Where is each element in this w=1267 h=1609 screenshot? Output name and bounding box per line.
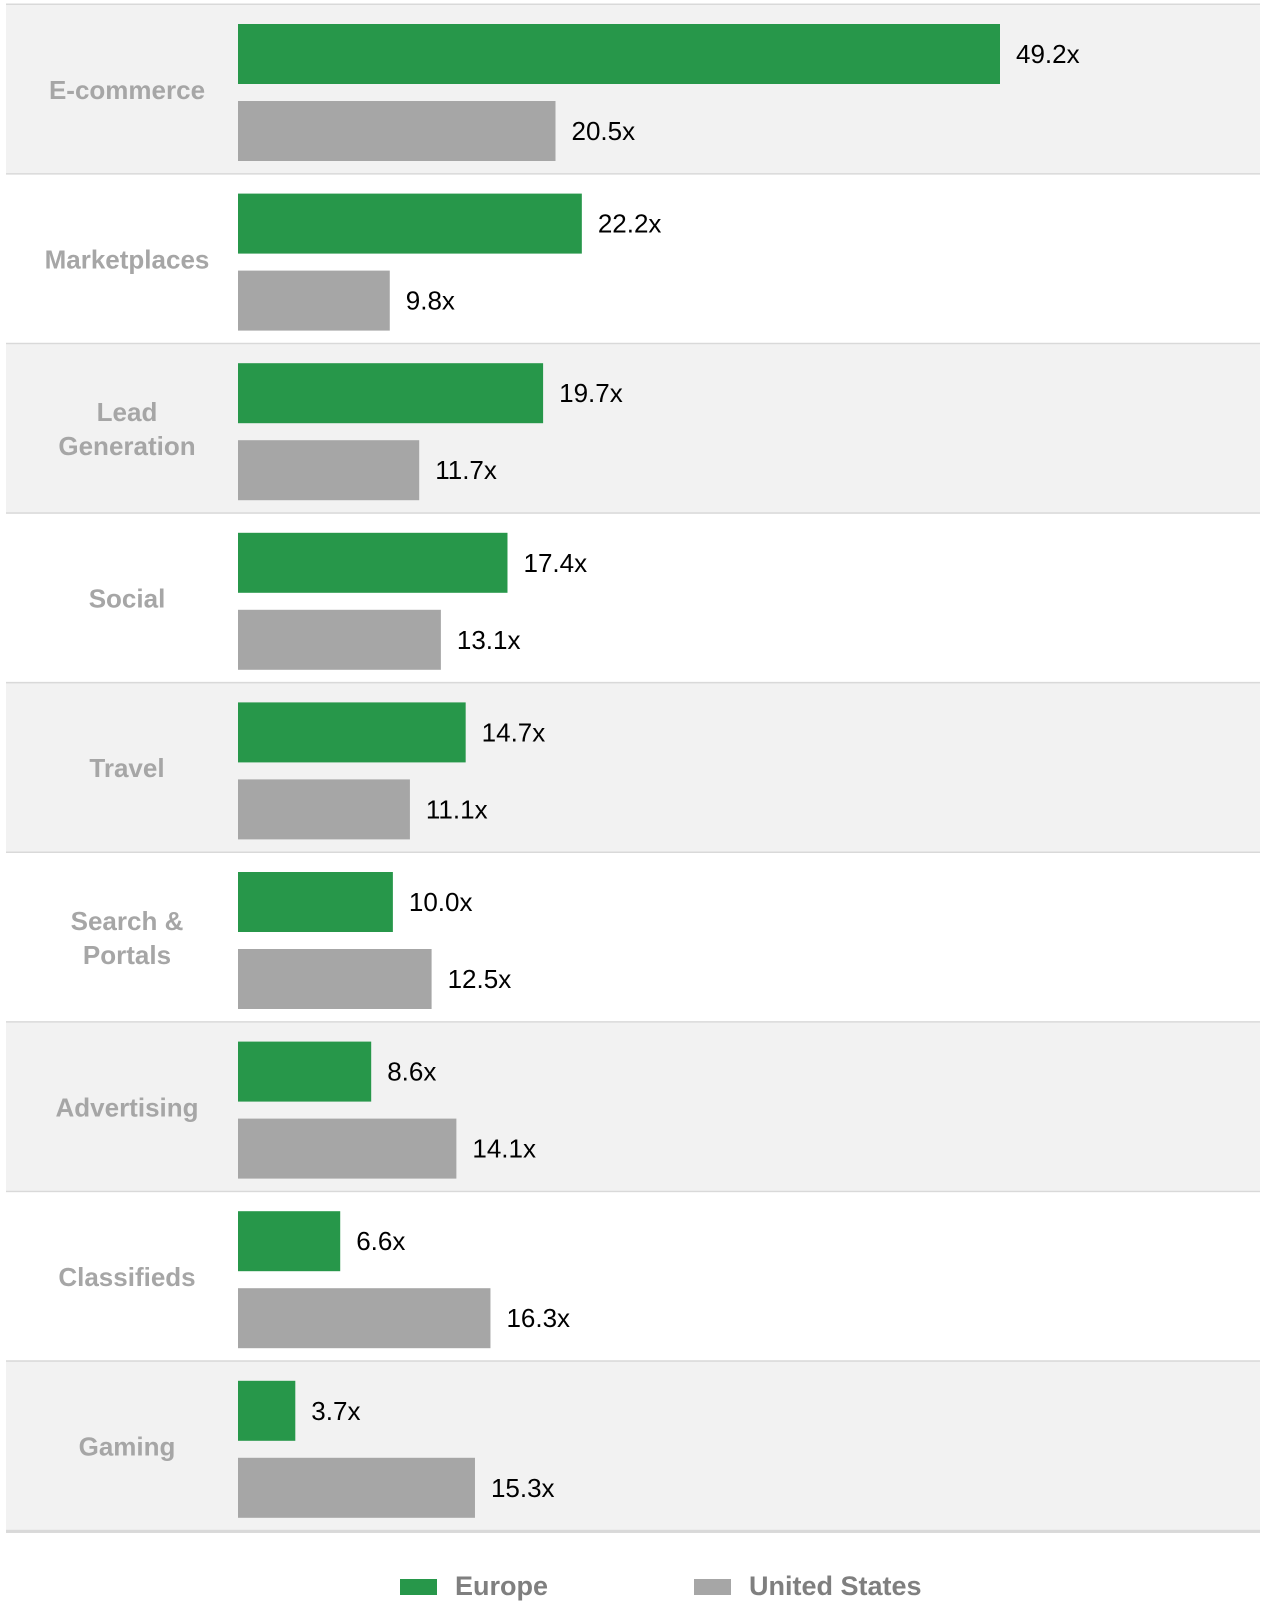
category-label-e-commerce: E-commerce — [49, 75, 205, 105]
value-label-united-states-lead-generation: 11.7x — [435, 455, 497, 485]
category-label-classifieds: Classifieds — [58, 1262, 195, 1292]
bar-united-states-marketplaces — [238, 270, 390, 331]
category-label-lead-generation: Lead Generation — [58, 397, 195, 461]
value-label-europe-advertising: 8.6x — [387, 1057, 436, 1087]
bars-layer: 49.2x 20.5x 22.2x 9.8x 19.7x 11.7x 17.4x 13.1x 1… — [238, 24, 1080, 1518]
bar-united-states-classifieds — [238, 1288, 491, 1349]
bar-europe-gaming — [238, 1380, 296, 1441]
value-label-united-states-advertising: 14.1x — [472, 1134, 536, 1164]
category-label-line: Social — [89, 584, 166, 614]
category-label-line: E-commerce — [49, 75, 205, 105]
category-label-travel: Travel — [89, 753, 164, 783]
bar-united-states-gaming — [238, 1457, 475, 1518]
value-label-united-states-gaming: 15.3x — [491, 1473, 555, 1503]
band-marketplaces — [6, 174, 1260, 345]
value-label-europe-gaming: 3.7x — [311, 1396, 360, 1426]
bar-united-states-social — [238, 609, 441, 670]
category-label-advertising: Advertising — [55, 1092, 198, 1122]
category-label-line: Classifieds — [58, 1262, 195, 1292]
band-search-and-portals — [6, 853, 1260, 1023]
value-label-united-states-social: 13.1x — [457, 625, 521, 655]
bar-europe-travel — [238, 702, 466, 763]
category-label-line: Portals — [83, 940, 171, 970]
value-label-united-states-marketplaces: 9.8x — [406, 286, 455, 316]
legend-swatch-europe — [400, 1579, 437, 1595]
bar-europe-advertising — [238, 1041, 372, 1102]
bar-europe-lead-generation — [238, 363, 544, 424]
value-label-united-states-search-and-portals: 12.5x — [448, 964, 512, 994]
category-label-gaming: Gaming — [79, 1432, 176, 1462]
bar-united-states-search-and-portals — [238, 949, 432, 1009]
category-label-line: Travel — [89, 753, 164, 783]
category-label-line: Gaming — [79, 1432, 176, 1462]
band-classifieds — [6, 1192, 1260, 1362]
bar-europe-classifieds — [238, 1211, 341, 1272]
bar-united-states-e-commerce — [238, 101, 556, 161]
value-label-europe-classifieds: 6.6x — [356, 1226, 405, 1256]
value-label-europe-search-and-portals: 10.0x — [409, 887, 473, 917]
legend-label-europe: Europe — [455, 1571, 548, 1601]
category-label-social: Social — [89, 584, 166, 614]
value-label-united-states-e-commerce: 20.5x — [572, 116, 636, 146]
category-label-search-and-portals: Search & Portals — [71, 906, 184, 970]
bar-europe-e-commerce — [238, 24, 1000, 84]
category-label-line: Marketplaces — [45, 244, 210, 274]
category-bands: E-commerce Marketplaces Lead Generation Soci… — [6, 3, 1260, 1533]
legend-label-united-states: United States — [749, 1571, 922, 1601]
category-label-line: Generation — [58, 431, 195, 461]
bar-united-states-advertising — [238, 1118, 457, 1179]
band-lead-generation — [6, 344, 1260, 514]
legend-swatch-united-states — [694, 1579, 731, 1595]
value-label-europe-social: 17.4x — [523, 548, 587, 578]
category-label-line: Advertising — [55, 1092, 198, 1122]
category-label-line: Search & — [71, 906, 184, 936]
band-advertising — [6, 1022, 1260, 1193]
band-travel — [6, 683, 1260, 853]
value-label-europe-travel: 14.7x — [482, 717, 546, 747]
band-gaming — [6, 1361, 1260, 1532]
bar-europe-marketplaces — [238, 193, 582, 254]
category-label-line: Lead — [97, 397, 158, 427]
category-label-marketplaces: Marketplaces — [45, 244, 210, 274]
value-label-europe-e-commerce: 49.2x — [1016, 39, 1080, 69]
bar-united-states-travel — [238, 779, 410, 840]
bar-united-states-lead-generation — [238, 440, 420, 501]
bar-europe-social — [238, 532, 508, 593]
bar-europe-search-and-portals — [238, 872, 393, 932]
value-label-europe-marketplaces: 22.2x — [598, 209, 662, 239]
legend: Europe United States — [400, 1571, 922, 1601]
value-label-europe-lead-generation: 19.7x — [559, 378, 623, 408]
band-social — [6, 513, 1260, 684]
value-label-united-states-classifieds: 16.3x — [506, 1303, 570, 1333]
value-label-united-states-travel: 11.1x — [426, 794, 488, 824]
